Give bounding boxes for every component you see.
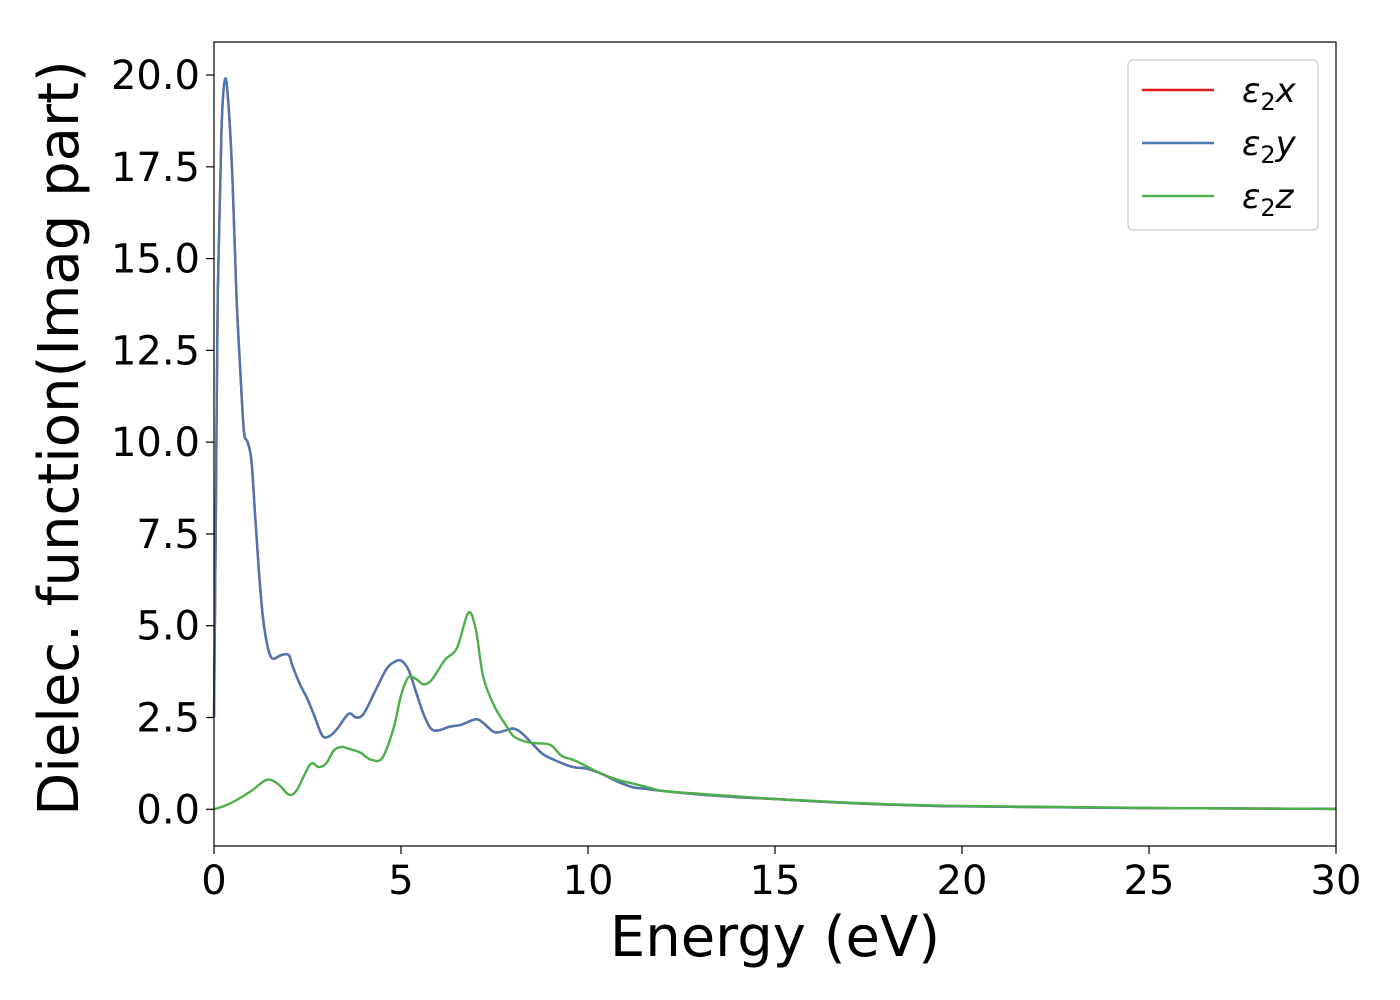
y-tick-label: 0.0	[136, 787, 200, 833]
x-tick-label: 25	[1124, 858, 1175, 904]
x-tick-label: 15	[750, 858, 801, 904]
legend-box	[1127, 59, 1319, 231]
x-tick-label: 10	[563, 858, 614, 904]
legend-label-x: ε2x	[1242, 71, 1297, 116]
legend: ε2x ε2y ε2z	[1127, 59, 1319, 231]
legend-label-y: ε2y	[1242, 124, 1297, 169]
legend-label-z: ε2z	[1242, 177, 1295, 222]
y-tick-label: 20.0	[111, 53, 200, 99]
y-tick-label: 15.0	[111, 237, 200, 283]
y-axis-label: Dielec. function(Imag part)	[27, 60, 92, 816]
x-tick-label: 5	[388, 858, 413, 904]
x-axis-label: Energy (eV)	[610, 905, 940, 970]
x-tick-label: 20	[937, 858, 988, 904]
series-layer	[212, 77, 1337, 811]
x-tick-label: 0	[201, 858, 226, 904]
y-tick-label: 12.5	[111, 328, 200, 374]
series-line-z	[213, 611, 1337, 811]
x-tick-label: 30	[1311, 858, 1362, 904]
y-axis-ticks: 0.0 2.5 5.0 7.5 10.0 12.5 15.0 17.5 20.0	[111, 53, 214, 833]
y-tick-label: 17.5	[111, 145, 200, 191]
y-tick-label: 2.5	[136, 696, 200, 742]
y-tick-label: 10.0	[111, 420, 200, 466]
x-axis-ticks: 0 5 10 15 20 25 30	[201, 846, 1361, 904]
y-tick-label: 7.5	[136, 512, 200, 558]
y-tick-label: 5.0	[136, 604, 200, 650]
